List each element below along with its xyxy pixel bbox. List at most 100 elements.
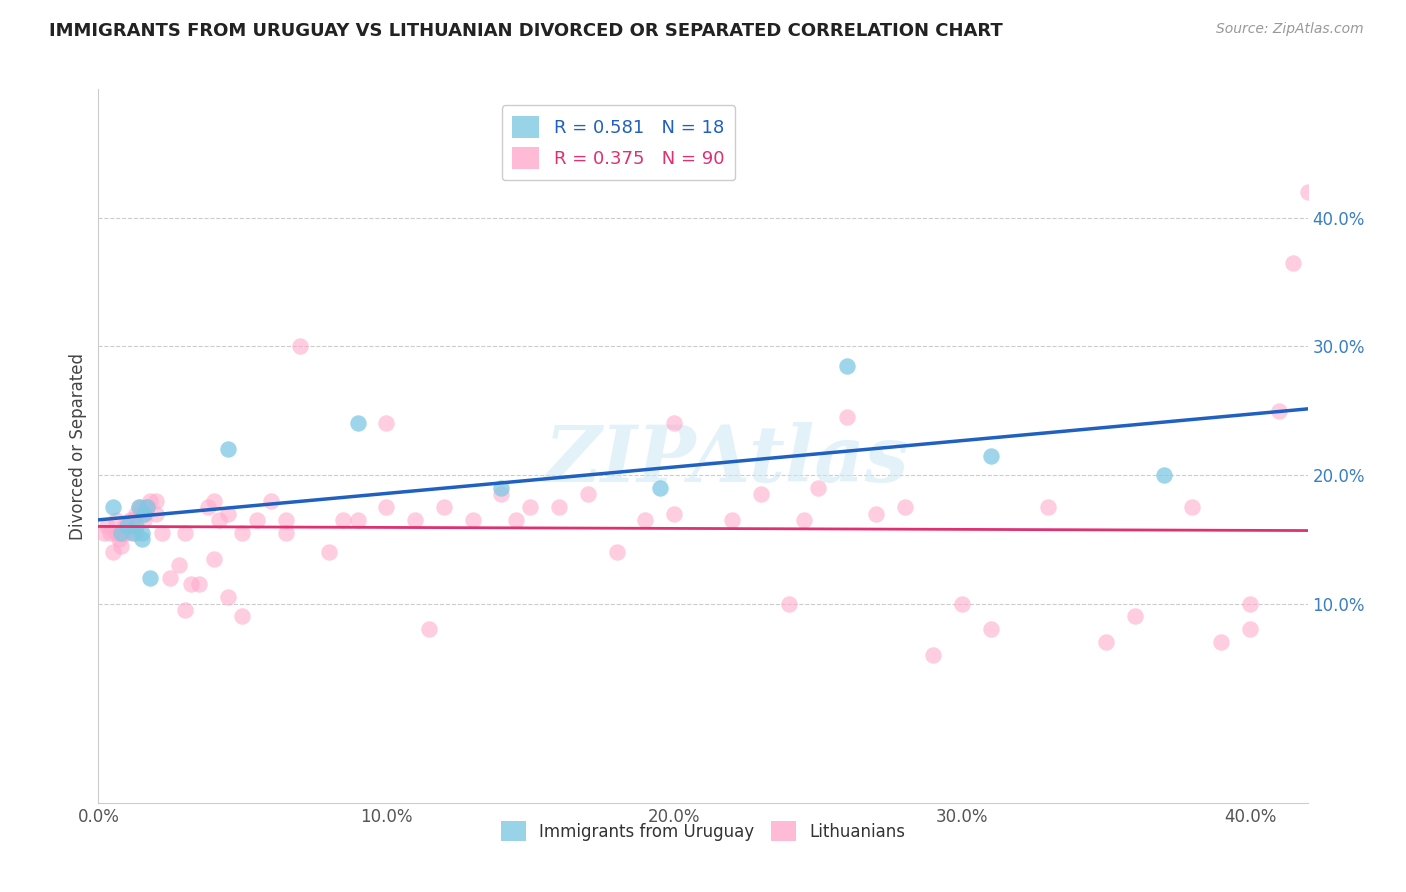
- Point: [606, 545, 628, 559]
- Point: [1211, 635, 1233, 649]
- Point: [548, 500, 571, 514]
- Point: [110, 525, 132, 540]
- Point: [217, 442, 239, 457]
- Point: [648, 481, 671, 495]
- Point: [115, 525, 138, 540]
- Legend: Immigrants from Uruguay, Lithuanians: Immigrants from Uruguay, Lithuanians: [494, 814, 912, 848]
- Point: [173, 525, 195, 540]
- Point: [1181, 500, 1204, 514]
- Point: [418, 622, 440, 636]
- Point: [346, 417, 368, 431]
- Point: [720, 513, 742, 527]
- Point: [145, 493, 167, 508]
- Point: [332, 513, 354, 527]
- Point: [112, 525, 135, 540]
- Point: [491, 481, 513, 495]
- Point: [1239, 597, 1261, 611]
- Point: [1354, 661, 1376, 675]
- Point: [1268, 403, 1291, 417]
- Point: [125, 525, 148, 540]
- Point: [491, 487, 513, 501]
- Point: [134, 507, 156, 521]
- Text: IMMIGRANTS FROM URUGUAY VS LITHUANIAN DIVORCED OR SEPARATED CORRELATION CHART: IMMIGRANTS FROM URUGUAY VS LITHUANIAN DI…: [49, 22, 1002, 40]
- Point: [1324, 545, 1347, 559]
- Text: ZIPAtlas: ZIPAtlas: [546, 422, 910, 499]
- Point: [136, 500, 159, 514]
- Point: [107, 525, 129, 540]
- Point: [404, 513, 426, 527]
- Point: [208, 513, 231, 527]
- Point: [150, 525, 173, 540]
- Point: [188, 577, 211, 591]
- Point: [1296, 185, 1319, 199]
- Point: [134, 513, 156, 527]
- Point: [231, 609, 253, 624]
- Point: [180, 577, 202, 591]
- Point: [274, 513, 297, 527]
- Point: [139, 493, 162, 508]
- Point: [131, 533, 153, 547]
- Point: [101, 500, 124, 514]
- Point: [664, 507, 686, 521]
- Point: [980, 449, 1002, 463]
- Point: [375, 417, 398, 431]
- Point: [136, 500, 159, 514]
- Point: [664, 417, 686, 431]
- Point: [950, 597, 973, 611]
- Point: [145, 507, 167, 521]
- Point: [101, 545, 124, 559]
- Point: [461, 513, 484, 527]
- Point: [98, 525, 121, 540]
- Text: Source: ZipAtlas.com: Source: ZipAtlas.com: [1216, 22, 1364, 37]
- Point: [807, 481, 830, 495]
- Point: [217, 590, 239, 604]
- Point: [1038, 500, 1060, 514]
- Point: [793, 513, 815, 527]
- Point: [112, 519, 135, 533]
- Point: [122, 525, 145, 540]
- Point: [778, 597, 800, 611]
- Point: [1239, 622, 1261, 636]
- Point: [749, 487, 772, 501]
- Point: [217, 507, 239, 521]
- Point: [433, 500, 456, 514]
- Point: [835, 410, 858, 425]
- Point: [202, 493, 225, 508]
- Point: [167, 558, 190, 572]
- Point: [134, 507, 156, 521]
- Point: [131, 525, 153, 540]
- Point: [122, 513, 145, 527]
- Point: [173, 603, 195, 617]
- Point: [110, 525, 132, 540]
- Point: [125, 507, 148, 521]
- Point: [922, 648, 945, 662]
- Point: [576, 487, 599, 501]
- Point: [104, 525, 127, 540]
- Point: [159, 571, 181, 585]
- Y-axis label: Divorced or Separated: Divorced or Separated: [69, 352, 87, 540]
- Point: [96, 519, 118, 533]
- Point: [260, 493, 283, 508]
- Point: [246, 513, 269, 527]
- Point: [1153, 467, 1175, 482]
- Point: [865, 507, 887, 521]
- Point: [1123, 609, 1146, 624]
- Point: [128, 500, 150, 514]
- Point: [288, 339, 311, 353]
- Point: [120, 519, 142, 533]
- Point: [104, 513, 127, 527]
- Point: [120, 513, 142, 527]
- Point: [318, 545, 340, 559]
- Point: [197, 500, 219, 514]
- Point: [893, 500, 915, 514]
- Point: [131, 500, 153, 514]
- Point: [115, 519, 138, 533]
- Point: [375, 500, 398, 514]
- Point: [139, 571, 162, 585]
- Point: [128, 500, 150, 514]
- Point: [835, 359, 858, 373]
- Point: [231, 525, 253, 540]
- Point: [1095, 635, 1118, 649]
- Point: [519, 500, 541, 514]
- Point: [202, 551, 225, 566]
